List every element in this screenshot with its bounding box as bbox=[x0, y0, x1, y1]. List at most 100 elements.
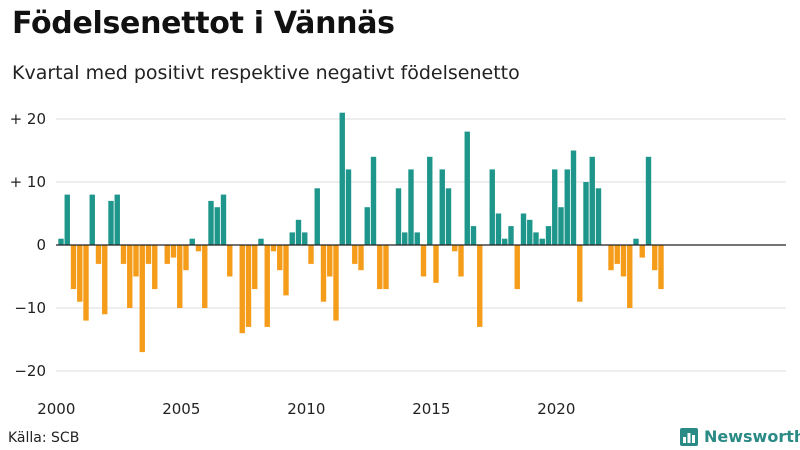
bar bbox=[214, 207, 220, 245]
bar bbox=[195, 245, 202, 252]
bar bbox=[177, 245, 183, 308]
bar bbox=[345, 169, 352, 245]
bar bbox=[470, 226, 477, 245]
bar bbox=[420, 245, 427, 277]
bar-chart: + 20 + 10 0 −10 −20 2000 2005 2010 2015 2020 bbox=[10, 110, 786, 418]
bar bbox=[239, 245, 245, 334]
bar bbox=[395, 188, 402, 245]
bar bbox=[652, 245, 658, 271]
bar bbox=[264, 245, 270, 327]
y-tick-label: + 10 bbox=[10, 173, 46, 191]
bar bbox=[508, 226, 514, 245]
bar bbox=[539, 238, 545, 245]
newsworthy-logo-icon bbox=[680, 427, 698, 446]
bar bbox=[139, 245, 145, 353]
bar bbox=[252, 245, 258, 290]
bar bbox=[558, 207, 564, 245]
bar bbox=[533, 232, 539, 245]
bar bbox=[89, 194, 95, 245]
x-tick-label: 2020 bbox=[537, 400, 575, 418]
source-label: Källa: SCB bbox=[8, 430, 80, 446]
bar bbox=[352, 245, 358, 264]
bar bbox=[570, 150, 577, 245]
y-tick-label: 0 bbox=[36, 236, 46, 254]
bar bbox=[402, 232, 408, 245]
bar bbox=[270, 245, 277, 252]
brand-logo: Newsworthy bbox=[680, 427, 800, 446]
bar bbox=[114, 194, 120, 245]
brand-name: Newsworthy bbox=[704, 427, 800, 446]
bar bbox=[439, 169, 445, 245]
bar bbox=[633, 238, 639, 245]
bar bbox=[658, 245, 664, 290]
bar bbox=[164, 245, 170, 264]
bar bbox=[189, 238, 195, 245]
bar bbox=[370, 156, 377, 245]
bar bbox=[477, 245, 483, 327]
bar bbox=[77, 245, 83, 302]
bar bbox=[639, 245, 645, 258]
x-tick-label: 2000 bbox=[37, 400, 75, 418]
bar bbox=[527, 219, 533, 245]
bar bbox=[208, 200, 214, 245]
bar bbox=[377, 245, 383, 290]
bar bbox=[339, 112, 345, 245]
bar bbox=[277, 245, 283, 271]
bar bbox=[495, 213, 502, 245]
bar bbox=[589, 156, 595, 245]
bar bbox=[127, 245, 133, 308]
bar bbox=[545, 226, 552, 245]
bar bbox=[595, 188, 602, 245]
y-tick-label: −20 bbox=[14, 362, 46, 380]
bar bbox=[202, 245, 208, 308]
bar bbox=[408, 169, 414, 245]
bar bbox=[327, 245, 333, 277]
x-tick-label: 2005 bbox=[162, 400, 200, 418]
bar bbox=[289, 232, 295, 245]
bar bbox=[445, 188, 452, 245]
bar bbox=[152, 245, 158, 290]
bar bbox=[133, 245, 139, 277]
bar bbox=[102, 245, 108, 315]
bar bbox=[614, 245, 620, 264]
x-tick-label: 2010 bbox=[287, 400, 325, 418]
bar bbox=[464, 131, 470, 245]
bar bbox=[108, 200, 114, 245]
bar bbox=[358, 245, 364, 271]
bar bbox=[333, 245, 339, 321]
bar bbox=[514, 245, 520, 290]
bar bbox=[120, 245, 127, 264]
y-tick-label: −10 bbox=[14, 299, 46, 317]
chart-subtitle: Kvartal med positivt respektive negativt… bbox=[12, 62, 520, 84]
x-tick-label: 2015 bbox=[412, 400, 450, 418]
bar bbox=[283, 245, 289, 296]
bar bbox=[458, 245, 464, 277]
bar bbox=[564, 169, 570, 245]
bar bbox=[320, 245, 327, 302]
bar bbox=[227, 245, 233, 277]
bar bbox=[552, 169, 558, 245]
bar bbox=[95, 245, 102, 264]
bar bbox=[302, 232, 308, 245]
bar bbox=[520, 213, 527, 245]
bar bbox=[620, 245, 627, 277]
bar bbox=[489, 169, 495, 245]
bar bbox=[502, 238, 508, 245]
y-tick-label: + 20 bbox=[10, 110, 46, 128]
bar bbox=[220, 194, 227, 245]
bar bbox=[364, 207, 370, 245]
bar bbox=[58, 238, 64, 245]
bar bbox=[314, 188, 320, 245]
bar bbox=[414, 232, 420, 245]
bar bbox=[583, 182, 589, 245]
bar bbox=[64, 194, 70, 245]
bar bbox=[170, 245, 177, 258]
bar bbox=[627, 245, 633, 308]
bar bbox=[245, 245, 252, 327]
bar bbox=[145, 245, 152, 264]
bar bbox=[577, 245, 583, 302]
bar bbox=[83, 245, 89, 321]
bar bbox=[452, 245, 458, 252]
bar bbox=[295, 219, 302, 245]
bar bbox=[608, 245, 614, 271]
